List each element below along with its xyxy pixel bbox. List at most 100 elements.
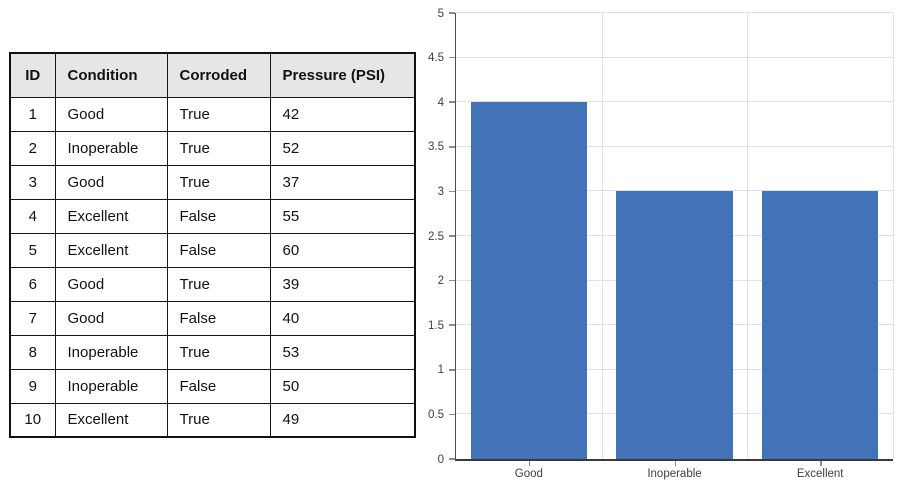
y-axis-tick-label: 3.5 [428, 141, 444, 154]
bar-column-inoperable: Inoperable [602, 13, 748, 480]
table-row: 6 Good True 39 [9, 266, 416, 302]
y-axis-tick-label: 0 [437, 453, 444, 466]
y-axis-tick-label: 2.5 [428, 230, 444, 243]
table-cell: 7 [9, 300, 56, 336]
bar-inoperable [616, 191, 733, 459]
y-axis-tick [448, 235, 455, 237]
table-cell: 8 [9, 334, 56, 370]
y-axis-tick [448, 146, 455, 148]
table-cell: Good [54, 96, 168, 132]
table-body: 1 Good True 42 2 Inoperable True 52 3 Good True 37 4… [9, 96, 416, 438]
y-axis-tick [448, 369, 455, 371]
y-axis-tick [448, 324, 455, 326]
table-cell: 4 [9, 198, 56, 234]
table-row: 1 Good True 42 [9, 96, 416, 132]
condition-count-bar-chart: Good Inoperable Excellent 0 0.5 1 1.5 2 2.5 3 3.5… [420, 0, 904, 487]
horizontal-gridline [456, 101, 893, 103]
horizontal-gridline [456, 190, 893, 192]
table-cell: 2 [9, 130, 56, 166]
table-cell: True [166, 334, 271, 370]
table-cell: Excellent [54, 232, 168, 268]
x-axis-tick [674, 461, 676, 466]
x-axis-tick-label: Excellent [796, 468, 844, 480]
bar-good [470, 102, 588, 459]
table-cell: True [166, 96, 271, 132]
y-axis-tick-label: 4 [437, 96, 444, 109]
table-row: 2 Inoperable True 52 [9, 130, 416, 166]
horizontal-gridline [456, 12, 893, 13]
table-cell: Inoperable [54, 130, 168, 166]
y-axis-tick [448, 101, 455, 103]
y-axis-tick-label: 3 [437, 185, 444, 198]
table-cell: 39 [269, 266, 416, 302]
horizontal-gridline [456, 145, 893, 147]
table-row: 7 Good False 40 [9, 300, 416, 336]
table-cell: 49 [269, 402, 416, 438]
table-cell: 5 [9, 232, 56, 268]
table-cell: 52 [269, 130, 416, 166]
inspection-table-container: ID Condition Corroded Pressure (PSI) 1 Good T… [9, 52, 416, 438]
table-cell: Excellent [54, 402, 168, 438]
bar-column-good: Good [456, 13, 602, 480]
table-cell: 50 [269, 368, 416, 404]
table-cell: False [166, 368, 271, 404]
table-cell: False [166, 198, 271, 234]
table-row: 8 Inoperable True 53 [9, 334, 416, 370]
table-row: 9 Inoperable False 50 [9, 368, 416, 404]
table-row: 4 Excellent False 55 [9, 198, 416, 234]
table-cell: 3 [9, 164, 56, 200]
table-cell: Good [54, 164, 168, 200]
table-cell: 40 [269, 300, 416, 336]
table-cell: Good [54, 266, 168, 302]
table-cell: 6 [9, 266, 56, 302]
table-header-cell: Pressure (PSI) [269, 52, 416, 98]
vertical-gridline [893, 13, 894, 459]
y-axis-tick-label: 5 [437, 7, 444, 20]
y-axis-tick-label: 2 [437, 275, 444, 288]
table-row: 10 Excellent True 49 [9, 402, 416, 438]
table-cell: 53 [269, 334, 416, 370]
table-cell: True [166, 130, 271, 166]
table-cell: Inoperable [54, 368, 168, 404]
table-header-cell: ID [9, 52, 56, 98]
y-axis-tick [448, 458, 455, 460]
chart-bars: Good Inoperable Excellent [456, 13, 893, 480]
table-cell: Good [54, 300, 168, 336]
y-axis-tick [448, 56, 455, 59]
table-cell: True [166, 164, 271, 200]
table-cell: 10 [9, 402, 56, 438]
table-cell: 37 [269, 164, 416, 200]
table-cell: False [166, 232, 271, 268]
y-axis-tick [448, 413, 455, 416]
table-header-row: ID Condition Corroded Pressure (PSI) [9, 52, 416, 98]
horizontal-gridline [456, 56, 893, 58]
table-cell: True [166, 266, 271, 302]
table-header-cell: Corroded [166, 52, 271, 98]
y-axis-tick-label: 1.5 [428, 319, 444, 332]
y-axis-tick-label: 0.5 [428, 408, 444, 421]
y-axis-tick-label: 1 [437, 364, 444, 377]
x-axis-tick-label: Good [514, 468, 543, 480]
y-axis-tick [448, 12, 455, 14]
table-cell: Excellent [54, 198, 168, 234]
y-axis-tick-label: 4.5 [428, 52, 444, 65]
x-axis-tick [528, 461, 531, 466]
vertical-gridline [747, 13, 749, 459]
bar-column-excellent: Excellent [747, 13, 893, 480]
table-cell: 60 [269, 232, 416, 268]
table-cell: 42 [269, 96, 416, 132]
table-cell: Inoperable [54, 334, 168, 370]
table-cell: 55 [269, 198, 416, 234]
table-row: 5 Excellent False 60 [9, 232, 416, 268]
vertical-gridline [601, 13, 603, 459]
x-axis-tick [820, 461, 822, 466]
table-row: 3 Good True 37 [9, 164, 416, 200]
y-axis-tick [448, 190, 455, 193]
y-axis-tick [448, 279, 455, 282]
table-header-cell: Condition [54, 52, 168, 98]
chart-plot-area: Good Inoperable Excellent 0 0.5 1 1.5 2 2.5 3 3.5… [428, 8, 894, 480]
table-cell: 1 [9, 96, 56, 132]
table-cell: False [166, 300, 271, 336]
table-cell: 9 [9, 368, 56, 404]
inspection-table: ID Condition Corroded Pressure (PSI) 1 Good T… [9, 52, 416, 438]
